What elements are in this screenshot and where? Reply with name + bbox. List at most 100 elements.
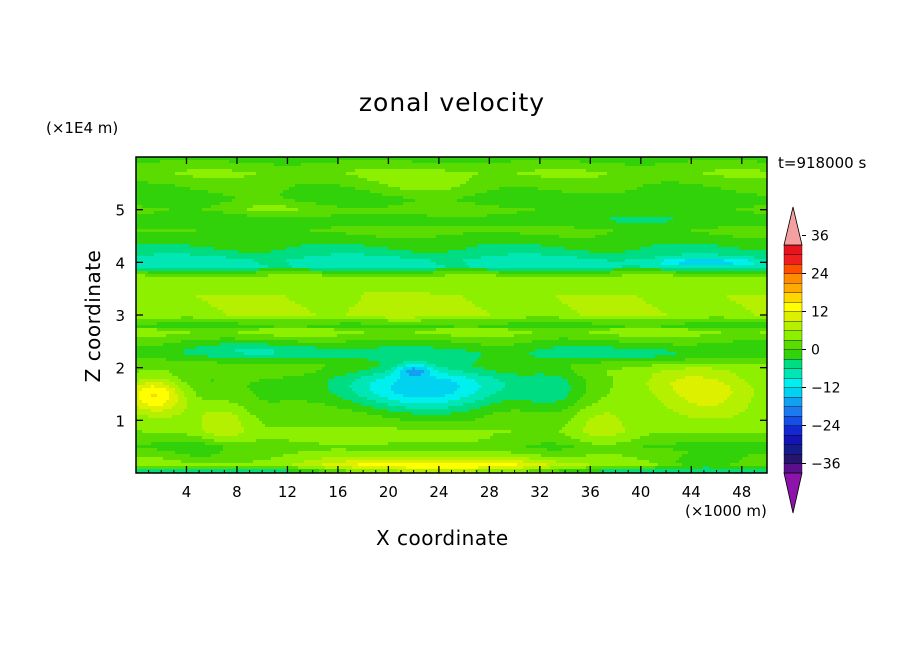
field-cell <box>733 178 737 182</box>
field-cell <box>721 208 725 212</box>
field-cell <box>613 166 617 170</box>
field-cell <box>652 193 656 197</box>
field-cell <box>478 172 482 176</box>
field-cell <box>223 157 227 161</box>
field-cell <box>565 172 569 176</box>
field-cell <box>445 166 449 170</box>
field-cell <box>250 208 254 212</box>
field-cell <box>625 211 629 215</box>
field-cell <box>625 202 629 206</box>
field-cell <box>535 223 539 227</box>
field-cell <box>415 160 419 164</box>
field-cell <box>643 178 647 182</box>
field-cell <box>532 193 536 197</box>
field-cell <box>673 214 677 218</box>
field-cell <box>241 214 245 218</box>
field-cell <box>685 169 689 173</box>
field-cell <box>409 199 413 203</box>
field-cell <box>760 160 764 164</box>
field-cell <box>349 163 353 167</box>
field-cell <box>415 211 419 215</box>
field-cell <box>184 208 188 212</box>
field-cell <box>226 184 230 188</box>
field-cell <box>592 166 596 170</box>
field-cell <box>424 223 428 227</box>
field-cell <box>271 193 275 197</box>
field-cell <box>205 205 209 209</box>
field-cell <box>427 175 431 179</box>
field-cell <box>613 172 617 176</box>
field-cell <box>541 169 545 173</box>
field-cell <box>454 181 458 185</box>
field-cell <box>331 202 335 206</box>
field-cell <box>361 214 365 218</box>
field-cell <box>250 214 254 218</box>
field-cell <box>721 181 725 185</box>
field-cell <box>151 205 155 209</box>
field-cell <box>136 223 140 227</box>
field-cell <box>667 208 671 212</box>
field-cell <box>514 217 518 221</box>
field-cell <box>430 160 434 164</box>
field-cell <box>142 190 146 194</box>
field-cell <box>451 208 455 212</box>
field-cell <box>466 196 470 200</box>
field-cell <box>175 187 179 191</box>
field-cell <box>169 211 173 215</box>
field-cell <box>454 208 458 212</box>
field-cell <box>694 193 698 197</box>
field-cell <box>484 208 488 212</box>
field-cell <box>748 223 752 227</box>
field-cell <box>265 211 269 215</box>
field-cell <box>694 199 698 203</box>
field-cell <box>322 175 326 179</box>
field-cell <box>289 220 293 224</box>
field-cell <box>394 184 398 188</box>
field-cell <box>274 160 278 164</box>
field-cell <box>154 172 158 176</box>
field-cell <box>136 190 140 194</box>
field-cell <box>565 208 569 212</box>
field-cell <box>709 214 713 218</box>
field-cell <box>451 226 455 230</box>
field-cell <box>706 223 710 227</box>
field-cell <box>217 157 221 161</box>
field-cell <box>718 160 722 164</box>
field-cell <box>592 223 596 227</box>
field-cell <box>319 202 323 206</box>
field-cell <box>508 226 512 230</box>
field-cell <box>199 181 203 185</box>
field-cell <box>232 193 236 197</box>
field-cell <box>238 217 242 221</box>
field-cell <box>454 223 458 227</box>
field-cell <box>478 175 482 179</box>
field-cell <box>619 199 623 203</box>
field-cell <box>139 175 143 179</box>
field-cell <box>229 178 233 182</box>
field-cell <box>313 211 317 215</box>
field-cell <box>316 184 320 188</box>
field-cell <box>421 190 425 194</box>
field-cell <box>652 211 656 215</box>
field-cell <box>352 214 356 218</box>
field-cell <box>172 211 176 215</box>
field-cell <box>694 166 698 170</box>
field-cell <box>646 214 650 218</box>
field-cell <box>607 205 611 209</box>
field-cell <box>556 211 560 215</box>
field-cell <box>409 193 413 197</box>
field-cell <box>454 172 458 176</box>
field-cell <box>622 193 626 197</box>
field-cell <box>286 178 290 182</box>
field-cell <box>301 211 305 215</box>
field-cell <box>652 157 656 161</box>
field-cell <box>760 172 764 176</box>
field-cell <box>406 211 410 215</box>
field-cell <box>346 220 350 224</box>
field-cell <box>580 172 584 176</box>
field-cell <box>439 178 443 182</box>
field-cell <box>316 205 320 209</box>
field-cell <box>400 208 404 212</box>
field-cell <box>214 196 218 200</box>
field-cell <box>619 163 623 167</box>
